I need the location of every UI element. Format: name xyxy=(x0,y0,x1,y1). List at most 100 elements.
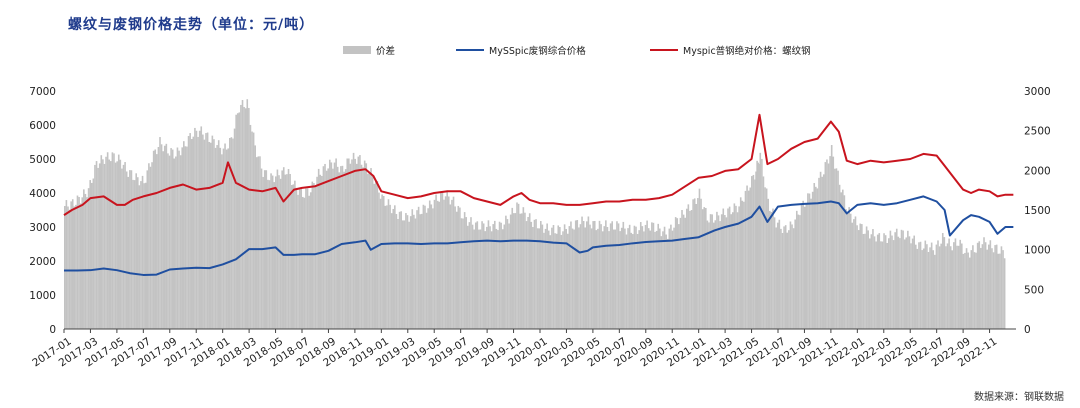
spread-bar xyxy=(595,230,598,329)
spread-bar xyxy=(110,161,112,329)
spread-bar xyxy=(119,159,122,329)
spread-bar xyxy=(143,183,145,329)
spread-bar xyxy=(341,165,344,329)
spread-bar xyxy=(81,197,84,329)
spread-bar xyxy=(765,188,768,329)
spread-bar xyxy=(703,207,706,329)
spread-bar xyxy=(413,214,415,329)
spread-bar xyxy=(144,182,147,329)
spread-bar xyxy=(752,174,755,329)
spread-bar xyxy=(422,204,425,329)
lines-layer xyxy=(63,113,1014,276)
spread-bar xyxy=(478,229,480,329)
spread-bar xyxy=(528,213,531,329)
spread-bar xyxy=(197,136,199,329)
spread-bar xyxy=(959,239,962,329)
spread-bar xyxy=(251,131,253,329)
spread-bar xyxy=(497,230,499,329)
spread-bar xyxy=(117,154,120,329)
spread-bar xyxy=(608,231,610,329)
spread-bar xyxy=(438,201,441,329)
spread-bar xyxy=(171,149,174,329)
spread-bar xyxy=(908,236,911,329)
spread-bar xyxy=(849,213,852,329)
spread-bar xyxy=(792,228,795,329)
spread-bar xyxy=(133,180,136,329)
spread-bar xyxy=(479,229,482,329)
spread-bar xyxy=(240,104,242,329)
spread-bar xyxy=(876,234,879,329)
spread-bar xyxy=(262,176,264,329)
spread-bar xyxy=(127,176,130,329)
spread-bar xyxy=(589,224,591,329)
spread-bar xyxy=(327,168,329,329)
spread-bar xyxy=(519,213,521,329)
spread-bar xyxy=(973,252,976,329)
spread-bar xyxy=(500,222,502,329)
spread-bar xyxy=(739,197,742,329)
spread-bar xyxy=(474,222,477,329)
spread-bar xyxy=(600,224,602,329)
spread-bar xyxy=(967,252,969,329)
spread-bar xyxy=(808,193,811,329)
spread-bar xyxy=(227,148,230,329)
spread-bar xyxy=(853,219,855,329)
spread-bar xyxy=(235,114,237,329)
spread-bar xyxy=(883,233,885,329)
spread-bar xyxy=(206,132,209,329)
spread-bar xyxy=(522,207,525,329)
spread-bar xyxy=(229,138,231,329)
spread-bar xyxy=(924,240,927,329)
spread-bar xyxy=(744,190,747,329)
spread-bar xyxy=(76,195,79,329)
spread-bar xyxy=(970,250,973,329)
spread-bar xyxy=(946,243,949,329)
spread-bar xyxy=(533,219,536,329)
spread-bar xyxy=(284,174,287,329)
spread-bar xyxy=(593,220,596,329)
spread-bar xyxy=(325,170,328,329)
spread-bar xyxy=(187,136,190,329)
spread-bar xyxy=(205,133,207,329)
spread-bar xyxy=(367,173,369,329)
spread-bar xyxy=(685,208,688,329)
spread-bar xyxy=(254,145,256,329)
spread-bar xyxy=(772,208,774,329)
spread-bar xyxy=(95,161,98,329)
spread-bar xyxy=(373,183,375,329)
spread-bar xyxy=(70,201,72,329)
spread-bar xyxy=(643,231,645,329)
spread-bar xyxy=(581,216,583,329)
spread-bar xyxy=(89,180,91,329)
spread-bar xyxy=(719,221,721,329)
spread-bar xyxy=(746,185,748,329)
spread-bar xyxy=(362,167,364,329)
spread-bar xyxy=(221,154,223,329)
spread-bar xyxy=(411,209,414,329)
spread-bar xyxy=(755,171,757,329)
spread-bar xyxy=(788,230,790,329)
spread-bar xyxy=(954,238,957,329)
spread-bar xyxy=(554,233,556,329)
spread-bar xyxy=(845,209,847,329)
spread-bar xyxy=(646,220,648,329)
spread-bar xyxy=(918,242,920,329)
spread-bar xyxy=(819,171,822,329)
spread-bar xyxy=(843,195,846,329)
spread-bar xyxy=(148,163,150,329)
spread-bar xyxy=(308,195,310,329)
y-left-tick-label: 0 xyxy=(49,324,56,336)
spread-bar xyxy=(597,228,599,329)
spread-bar xyxy=(934,254,936,329)
spread-bar xyxy=(857,230,860,329)
spread-bar xyxy=(460,218,463,329)
spread-bar xyxy=(709,214,712,329)
spread-bar xyxy=(540,221,542,329)
spread-bar xyxy=(902,230,904,329)
spread-bar xyxy=(520,213,523,329)
spread-bar xyxy=(929,247,931,329)
spread-bar xyxy=(872,229,874,329)
spread-bar xyxy=(907,230,909,329)
spread-bar xyxy=(392,208,395,329)
spread-bar xyxy=(840,192,843,329)
